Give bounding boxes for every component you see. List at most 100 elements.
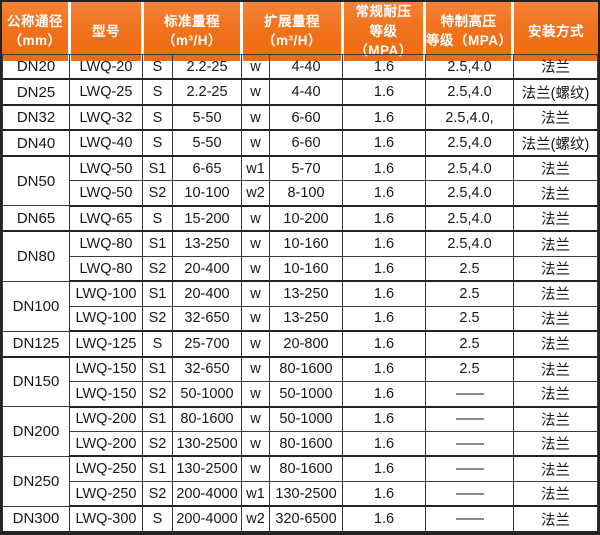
- ext-range-cell: 80-1600: [269, 356, 343, 383]
- table-row: DN50 LWQ-50 S1 6-65 w1 5-70 1.6 2.5,4.0 法兰: [2, 155, 598, 207]
- dn-cell: DN20: [2, 54, 70, 81]
- dn-cell: DN100: [2, 280, 70, 332]
- high-mpa-cell: 2.5: [425, 330, 514, 358]
- model-cell: LWQ-65: [69, 205, 143, 233]
- model-cell: LWQ-50: [69, 180, 143, 207]
- header-cell-high-pressure-line: 等级（MPA）: [426, 33, 513, 49]
- install-cell: 法兰: [513, 381, 598, 408]
- table-body-rows: DN20 LWQ-20 S 2.2-25 w 4-40 1.6 2.5,4.0 法兰 DN25 LW…: [2, 54, 598, 533]
- std-range-cell: 130-2500: [172, 455, 242, 482]
- std-range-cell: 50-1000: [172, 381, 242, 408]
- std-code-cell: S1: [142, 280, 173, 307]
- ext-code-cell: w1: [241, 480, 270, 508]
- ext-code-cell: w: [241, 381, 270, 408]
- dn-cell: DN65: [2, 205, 70, 233]
- table-row: DN300 LWQ-300 S 200-4000 w2 320-6500 1.6 —— 法兰: [2, 505, 598, 533]
- ext-code-cell: w: [241, 305, 270, 333]
- header-cell-installation: 安装方式: [514, 2, 598, 61]
- normal-mpa-cell: 1.6: [342, 155, 426, 182]
- high-mpa-cell: 2.5: [425, 305, 514, 333]
- high-mpa-cell: 2.5,4.0: [425, 78, 514, 106]
- table-row: DN150 LWQ-150 S1 32-650 w 80-1600 1.6 2.5 法兰: [2, 356, 598, 408]
- install-cell: 法兰(螺纹): [513, 78, 598, 106]
- ext-code-cell: w: [241, 431, 270, 458]
- std-code-cell: S2: [142, 480, 173, 508]
- table-row: DN80 LWQ-80 S1 13-250 w 10-160 1.6 2.5,4.0 法兰: [2, 230, 598, 282]
- std-range-cell: 15-200: [172, 205, 242, 233]
- table-row: DN25 LWQ-25 S 2.2-25 w 4-40 1.6 2.5,4.0 法兰(螺纹): [2, 78, 598, 106]
- ext-range-cell: 130-2500: [269, 480, 343, 508]
- ext-code-cell: w: [241, 205, 270, 233]
- model-cell: LWQ-125: [69, 330, 143, 358]
- normal-mpa-cell: 1.6: [342, 455, 426, 482]
- install-cell: 法兰: [513, 356, 598, 383]
- std-range-cell: 20-400: [172, 280, 242, 307]
- std-range-cell: 32-650: [172, 356, 242, 383]
- install-cell: 法兰: [513, 255, 598, 283]
- header-cell-normal-pressure: 常规耐压 等级（MPA）: [344, 2, 423, 61]
- ext-range-cell: 10-160: [269, 230, 343, 257]
- header-cell-normal-pressure-line: 常规耐压: [355, 4, 412, 19]
- ext-range-cell: 6-60: [269, 129, 343, 157]
- table-row: DN100 LWQ-100 S1 20-400 w 13-250 1.6 2.5 法兰: [2, 280, 598, 332]
- std-code-cell: S1: [142, 356, 173, 383]
- ext-code-cell: w1: [241, 155, 270, 182]
- std-range-cell: 13-250: [172, 230, 242, 257]
- dn-cell: DN32: [2, 104, 70, 132]
- ext-range-cell: 10-200: [269, 205, 343, 233]
- ext-range-cell: 80-1600: [269, 431, 343, 458]
- normal-mpa-cell: 1.6: [342, 381, 426, 408]
- normal-mpa-cell: 1.6: [342, 356, 426, 383]
- std-range-cell: 20-400: [172, 255, 242, 283]
- ext-code-cell: w: [241, 230, 270, 257]
- normal-mpa-cell: 1.6: [342, 205, 426, 233]
- high-mpa-cell: 2.5,4.0: [425, 205, 514, 233]
- install-cell: 法兰: [513, 104, 598, 132]
- install-cell: 法兰: [513, 305, 598, 333]
- model-cell: LWQ-80: [69, 255, 143, 283]
- normal-mpa-cell: 1.6: [342, 129, 426, 157]
- normal-mpa-cell: 1.6: [342, 330, 426, 358]
- table-row: LWQ-100 S2 32-650 w 13-250 1.6 2.5 法兰: [3, 305, 598, 333]
- table-row: DN125 LWQ-125 S 25-700 w 20-800 1.6 2.5 法兰: [2, 330, 598, 358]
- table-header-row: 公称通径 （mm） 型号 标准量程 （m³/H） 扩展量程 （m³/H） 常规耐压 等级（MPA…: [2, 2, 598, 61]
- ext-range-cell: 8-100: [269, 180, 343, 207]
- normal-mpa-cell: 1.6: [342, 104, 426, 132]
- install-cell: 法兰: [513, 406, 598, 433]
- std-code-cell: S1: [142, 455, 173, 482]
- ext-code-cell: w: [241, 255, 270, 283]
- model-cell: LWQ-300: [69, 505, 143, 533]
- high-mpa-cell: 2.5,4.0,: [425, 104, 514, 132]
- ext-code-cell: w: [241, 54, 270, 81]
- ext-code-cell: w: [241, 356, 270, 383]
- ext-code-cell: w: [241, 330, 270, 358]
- ext-code-cell: w2: [241, 505, 270, 533]
- std-code-cell: S: [142, 505, 173, 533]
- model-cell: LWQ-80: [69, 230, 143, 257]
- header-cell-model-line: 型号: [92, 23, 120, 39]
- normal-mpa-cell: 1.6: [342, 54, 426, 81]
- std-code-cell: S: [142, 330, 173, 358]
- install-cell: 法兰(螺纹): [513, 129, 598, 157]
- header-cell-nominal-diameter-line: （mm）: [8, 33, 62, 49]
- ext-range-cell: 50-1000: [269, 381, 343, 408]
- std-code-cell: S: [142, 205, 173, 233]
- model-cell: LWQ-100: [69, 280, 143, 307]
- ext-range-cell: 20-800: [269, 330, 343, 358]
- install-cell: 法兰: [513, 155, 598, 182]
- ext-range-cell: 320-6500: [269, 505, 343, 533]
- model-cell: LWQ-32: [69, 104, 143, 132]
- header-cell-model: 型号: [71, 2, 141, 61]
- table-row: LWQ-50 S2 10-100 w2 8-100 1.6 2.5,4.0 法兰: [3, 180, 598, 207]
- install-cell: 法兰: [513, 480, 598, 508]
- ext-range-cell: 6-60: [269, 104, 343, 132]
- ext-code-cell: w: [241, 406, 270, 433]
- table-row: DN20 LWQ-20 S 2.2-25 w 4-40 1.6 2.5,4.0 法兰: [2, 54, 598, 81]
- std-code-cell: S2: [142, 255, 173, 283]
- ext-code-cell: w: [241, 78, 270, 106]
- dn-cell: DN125: [2, 330, 70, 358]
- std-range-cell: 5-50: [172, 129, 242, 157]
- normal-mpa-cell: 1.6: [342, 480, 426, 508]
- ext-range-cell: 13-250: [269, 305, 343, 333]
- std-code-cell: S1: [142, 155, 173, 182]
